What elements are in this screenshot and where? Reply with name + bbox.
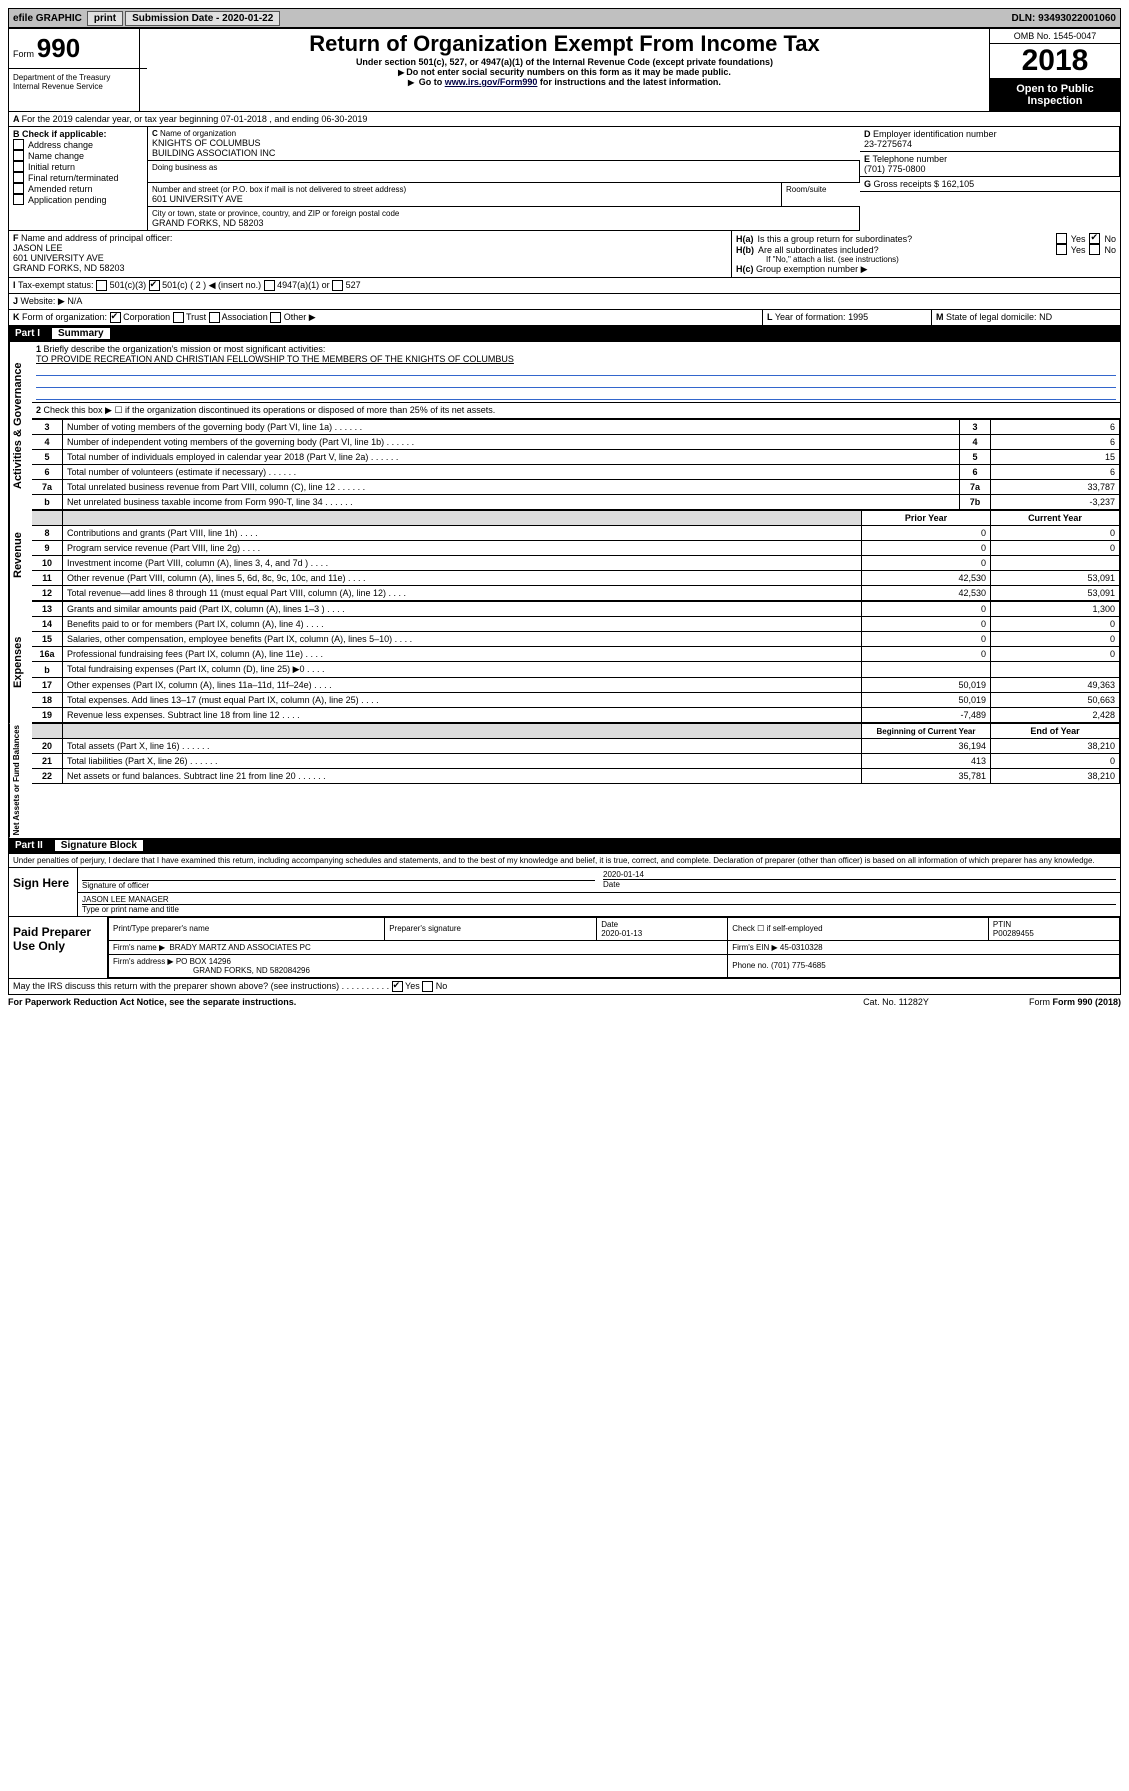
tax-year: 2018 — [990, 44, 1120, 79]
org-name-2: BUILDING ASSOCIATION INC — [152, 148, 856, 158]
form-container: Form 990 Department of the Treasury Inte… — [8, 28, 1121, 995]
ein-value: 23-7275674 — [864, 139, 1115, 149]
open-inspection: Open to Public Inspection — [990, 79, 1120, 111]
subtitle-1: Under section 501(c), 527, or 4947(a)(1)… — [144, 57, 985, 67]
firm-ein: 45-0310328 — [780, 943, 823, 952]
topbar: efile GRAPHIC print Submission Date - 20… — [8, 8, 1121, 28]
pra-notice: For Paperwork Reduction Act Notice, see … — [8, 997, 821, 1007]
ptin-value: P00289455 — [993, 929, 1034, 938]
dept-irs: Internal Revenue Service — [13, 82, 135, 91]
hb-note: If "No," attach a list. (see instruction… — [736, 255, 1116, 264]
checkbox-application-pending: Application pending — [13, 194, 143, 205]
ein-label: Employer identification number — [873, 129, 997, 139]
vert-netassets: Net Assets or Fund Balances — [9, 723, 32, 837]
print-button[interactable]: print — [87, 11, 123, 26]
self-employed-check: Check ☐ if self-employed — [728, 917, 989, 940]
officer-label: Name and address of principal officer: — [21, 233, 172, 243]
paid-preparer-label: Paid Preparer Use Only — [9, 917, 108, 978]
addr-street: 601 UNIVERSITY AVE — [152, 194, 777, 204]
form-footer: Form Form 990 (2018) — [971, 997, 1121, 1007]
sig-date: 2020-01-14 — [603, 870, 1116, 879]
vert-governance: Activities & Governance — [9, 342, 32, 510]
catalog-no: Cat. No. 11282Y — [821, 997, 971, 1007]
state-domicile: ND — [1039, 312, 1052, 322]
efile-label: efile GRAPHIC — [9, 13, 86, 24]
sign-here-row: Sign Here Signature of officer 2020-01-1… — [9, 867, 1120, 916]
room-label: Room/suite — [786, 185, 856, 194]
subtitle-3: Go to www.irs.gov/Form990 for instructio… — [144, 77, 985, 87]
year-formation: 1995 — [848, 312, 868, 322]
org-name-1: KNIGHTS OF COLUMBUS — [152, 138, 856, 148]
irs-link[interactable]: www.irs.gov/Form990 — [445, 77, 538, 87]
governance-table: 3Number of voting members of the governi… — [32, 419, 1120, 510]
block-bcdeg: B Check if applicable: Address change Na… — [9, 127, 1120, 231]
sig-officer-label: Signature of officer — [82, 880, 595, 890]
subtitle-2: Do not enter social security numbers on … — [144, 67, 985, 77]
prep-date: 2020-01-13 — [601, 929, 642, 938]
omb-number: OMB No. 1545-0047 — [990, 29, 1120, 44]
website-value: N/A — [67, 296, 82, 306]
website-label: Website: ▶ — [21, 296, 65, 306]
officer-addr1: 601 UNIVERSITY AVE — [13, 253, 727, 263]
formorg-label: Form of organization: — [22, 312, 107, 322]
checkbox-amended-return: Amended return — [13, 183, 143, 194]
tax-status-label: Tax-exempt status: — [18, 280, 94, 290]
part1-header: Part I Summary — [9, 326, 1120, 342]
form-number: 990 — [37, 33, 80, 63]
addr-label: Number and street (or P.O. box if mail i… — [152, 185, 777, 194]
checkbox-name-change: Name change — [13, 150, 143, 161]
dln-label: DLN: 93493022001060 — [1007, 13, 1120, 24]
dba-label: Doing business as — [152, 163, 855, 172]
mission-label: Briefly describe the organization's miss… — [44, 344, 326, 354]
firm-addr1: PO BOX 14296 — [176, 957, 231, 966]
header-row: Form 990 Department of the Treasury Inte… — [9, 29, 1120, 112]
netassets-table: Beginning of Current YearEnd of Year20To… — [32, 723, 1120, 784]
city-line: GRAND FORKS, ND 58203 — [152, 218, 855, 228]
phone-label: Telephone number — [873, 154, 948, 164]
block-fh: F Name and address of principal officer:… — [9, 231, 1120, 278]
revenue-table: Prior YearCurrent Year8Contributions and… — [32, 510, 1120, 601]
sign-here-label: Sign Here — [9, 868, 78, 916]
gross-value: 162,105 — [942, 179, 975, 189]
expenses-table: 13Grants and similar amounts paid (Part … — [32, 601, 1120, 723]
prep-phone: (701) 775-4685 — [771, 961, 826, 970]
title-cell: Return of Organization Exempt From Incom… — [140, 29, 989, 111]
gross-label: Gross receipts $ — [874, 179, 940, 189]
line-a: A For the 2019 calendar year, or tax yea… — [9, 112, 1120, 127]
corp-check — [110, 312, 121, 323]
firm-name: BRADY MARTZ AND ASSOCIATES PC — [169, 943, 310, 952]
q2-text: Check this box ▶ ☐ if the organization d… — [44, 405, 496, 415]
vert-revenue: Revenue — [9, 510, 32, 601]
discuss-yes-check — [392, 981, 403, 992]
firm-addr2: GRAND FORKS, ND 582084296 — [113, 966, 310, 975]
printed-name: JASON LEE MANAGER — [82, 895, 1116, 904]
officer-name: JASON LEE — [13, 243, 727, 253]
phone-value: (701) 775-0800 — [864, 164, 1115, 174]
ha-no-check — [1089, 233, 1100, 244]
dept-treasury: Department of the Treasury — [13, 73, 135, 82]
mission-text: TO PROVIDE RECREATION AND CHRISTIAN FELL… — [36, 354, 514, 364]
city-label: City or town, state or province, country… — [152, 209, 855, 218]
checkbox-address-change: Address change — [13, 139, 143, 150]
discuss-row: May the IRS discuss this return with the… — [9, 979, 1120, 994]
officer-addr2: GRAND FORKS, ND 58203 — [13, 263, 727, 273]
501c2-check — [149, 280, 160, 291]
part2-header: Part II Signature Block — [9, 838, 1120, 854]
paid-preparer-row: Paid Preparer Use Only Print/Type prepar… — [9, 916, 1120, 978]
vert-expenses: Expenses — [9, 601, 32, 723]
submission-date: Submission Date - 2020-01-22 — [125, 11, 280, 26]
perjury-statement: Under penalties of perjury, I declare th… — [9, 854, 1120, 867]
hc-label: Group exemption number ▶ — [756, 264, 867, 274]
checkbox-final-return-terminated: Final return/terminated — [13, 172, 143, 183]
checkbox-initial-return: Initial return — [13, 161, 143, 172]
form-title: Return of Organization Exempt From Incom… — [144, 31, 985, 57]
form-prefix: Form — [13, 49, 34, 59]
